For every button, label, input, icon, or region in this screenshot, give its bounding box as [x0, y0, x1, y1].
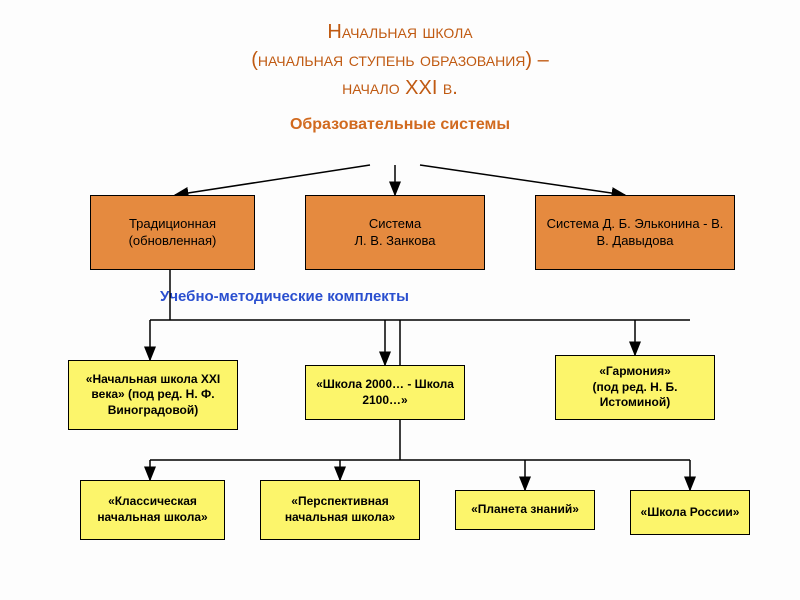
umk-box-xxi: «Начальная школа XXI века» (под ред. Н. … [68, 360, 238, 430]
umk-box-s2000: «Школа 2000… - Школа 2100…» [305, 365, 465, 420]
title-line-3: начало XXI в. [0, 74, 800, 102]
umk-box-russia: «Школа России» [630, 490, 750, 535]
arrow-top-2 [420, 165, 625, 195]
arrow-top-0 [175, 165, 370, 195]
umk-box-persp: «Перспективная начальная школа» [260, 480, 420, 540]
page-title: Начальная школа (начальная ступень образ… [0, 0, 800, 102]
system-box-trad: Традиционная(обновленная) [90, 195, 255, 270]
umk-box-classic: «Классическая начальная школа» [80, 480, 225, 540]
system-box-elkonin: Система Д. Б. Эльконина - В. В. Давыдова [535, 195, 735, 270]
title-line-2: (начальная ступень образования) – [0, 46, 800, 74]
section-label: Учебно-методические комплекты [160, 288, 409, 305]
subtitle: Образовательные системы [0, 116, 800, 134]
umk-box-harmony: «Гармония»(под ред. Н. Б. Истоминой) [555, 355, 715, 420]
system-box-zankov: СистемаЛ. В. Занкова [305, 195, 485, 270]
umk-box-planet: «Планета знаний» [455, 490, 595, 530]
title-line-1: Начальная школа [0, 18, 800, 46]
